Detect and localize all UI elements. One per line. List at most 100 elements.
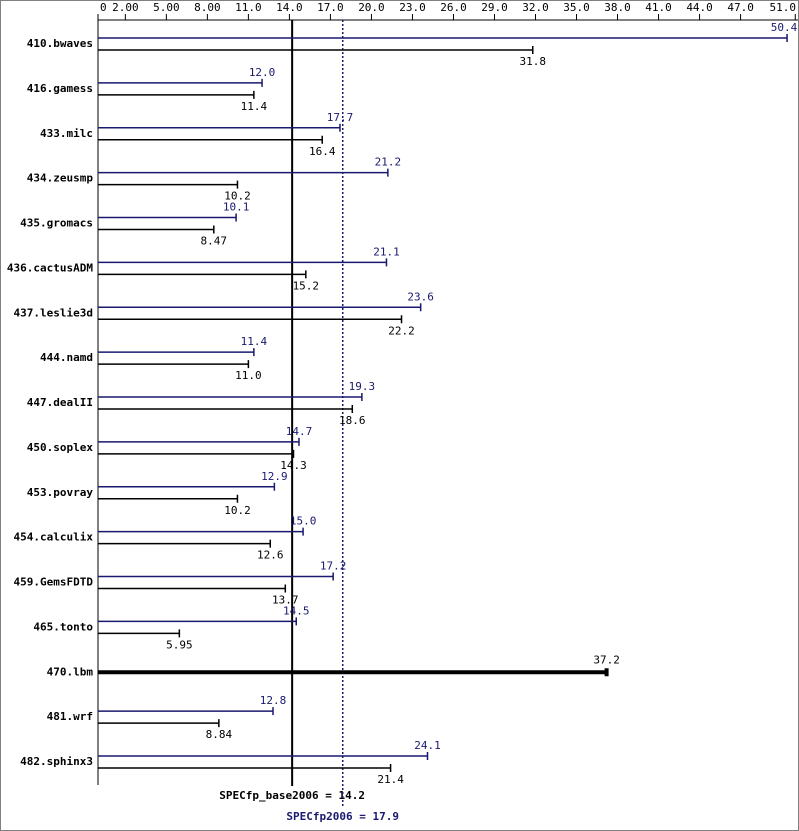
bar bbox=[98, 225, 215, 234]
bar bbox=[98, 405, 354, 413]
bar bbox=[98, 213, 237, 222]
x-tick-label: 8.00 bbox=[194, 1, 221, 14]
bar bbox=[98, 482, 276, 491]
bar bbox=[98, 707, 274, 716]
reference-name: SPECfp2006 = bbox=[286, 810, 366, 823]
value-label: 10.1 bbox=[223, 201, 250, 214]
value-label: 24.1 bbox=[414, 739, 441, 752]
x-tick-label: 47.0 bbox=[727, 1, 754, 14]
bar bbox=[98, 90, 255, 99]
value-label: 16.4 bbox=[309, 145, 336, 158]
x-tick-label: 0 bbox=[100, 1, 107, 14]
value-label: 10.2 bbox=[224, 190, 251, 203]
bar bbox=[98, 617, 297, 626]
x-tick-label: 29.0 bbox=[481, 1, 508, 14]
x-tick-label: 35.0 bbox=[563, 1, 590, 14]
bar bbox=[98, 449, 295, 458]
category-label: 437.leslie3d bbox=[14, 306, 93, 319]
bar bbox=[98, 393, 363, 401]
bar bbox=[98, 764, 392, 772]
category-label: 450.soplex bbox=[27, 441, 94, 454]
value-label: 19.3 bbox=[349, 380, 376, 393]
bar bbox=[98, 348, 255, 357]
value-label: 11.0 bbox=[235, 369, 262, 382]
value-label: 37.2 bbox=[593, 653, 620, 666]
value-label: 17.2 bbox=[320, 560, 347, 573]
x-tick-label: 14.0 bbox=[276, 1, 303, 14]
bar bbox=[98, 437, 300, 446]
x-tick-label: 5.00 bbox=[153, 1, 180, 14]
category-label: 482.sphinx3 bbox=[20, 755, 93, 768]
category-label: 435.gromacs bbox=[20, 217, 93, 230]
value-label: 21.1 bbox=[373, 245, 400, 258]
reference-name: SPECfp_base2006 = bbox=[219, 789, 332, 802]
x-tick-label: 51.0 bbox=[770, 1, 797, 14]
bar bbox=[98, 135, 323, 144]
bar bbox=[98, 258, 388, 267]
bar bbox=[98, 360, 250, 369]
x-tick-label: 17.0 bbox=[317, 1, 344, 14]
value-label: 12.6 bbox=[257, 549, 284, 562]
bar bbox=[98, 719, 220, 728]
bar bbox=[98, 270, 307, 279]
value-label: 10.2 bbox=[224, 504, 251, 517]
value-label: 11.4 bbox=[241, 335, 268, 348]
reference-label: SPECfp_base2006 = 14.2 bbox=[219, 789, 365, 802]
value-label: 14.3 bbox=[280, 459, 307, 472]
reference-value: 14.2 bbox=[339, 789, 366, 802]
category-label: 444.namd bbox=[40, 351, 93, 364]
value-label: 22.2 bbox=[388, 324, 415, 337]
bar bbox=[98, 180, 239, 189]
reference-label: SPECfp2006 = 17.9 bbox=[286, 810, 399, 823]
bar bbox=[98, 46, 534, 54]
bar bbox=[98, 494, 239, 503]
value-label: 14.7 bbox=[286, 425, 313, 438]
bar bbox=[98, 572, 334, 581]
value-label: 13.7 bbox=[272, 594, 299, 607]
category-label: 410.bwaves bbox=[27, 37, 93, 50]
value-label: 5.95 bbox=[166, 638, 193, 651]
category-label: 454.calculix bbox=[14, 531, 94, 544]
value-label: 18.6 bbox=[339, 414, 366, 427]
value-label: 8.47 bbox=[201, 235, 228, 248]
bar bbox=[98, 303, 422, 312]
value-label: 15.0 bbox=[290, 515, 317, 528]
bar bbox=[98, 78, 263, 87]
value-label: 11.4 bbox=[241, 100, 268, 113]
value-label: 12.9 bbox=[261, 470, 288, 483]
value-label: 12.0 bbox=[249, 66, 276, 79]
bar bbox=[98, 34, 788, 42]
bar bbox=[98, 527, 304, 536]
category-label: 465.tonto bbox=[33, 620, 93, 633]
value-label: 50.4 bbox=[771, 21, 798, 34]
value-label: 31.8 bbox=[520, 55, 547, 68]
value-label: 21.4 bbox=[377, 773, 404, 786]
x-tick-label: 26.0 bbox=[440, 1, 467, 14]
bar bbox=[98, 584, 287, 593]
value-label: 21.2 bbox=[375, 156, 402, 169]
x-tick-label: 38.0 bbox=[604, 1, 631, 14]
bar bbox=[98, 168, 389, 177]
bar bbox=[98, 668, 609, 677]
x-tick-label: 44.0 bbox=[686, 1, 713, 14]
category-label: 436.cactusADM bbox=[7, 261, 93, 274]
x-tick-label: 2.00 bbox=[112, 1, 139, 14]
x-tick-label: 11.0 bbox=[235, 1, 262, 14]
value-label: 14.5 bbox=[283, 604, 310, 617]
category-label: 416.gamess bbox=[27, 82, 93, 95]
value-label: 23.6 bbox=[407, 290, 434, 303]
bar bbox=[98, 315, 403, 324]
bar bbox=[98, 123, 341, 132]
category-label: 434.zeusmp bbox=[27, 172, 94, 185]
category-label: 459.GemsFDTD bbox=[14, 576, 94, 589]
category-label: 470.lbm bbox=[47, 665, 94, 678]
category-label: 447.dealII bbox=[27, 396, 93, 409]
reference-value: 17.9 bbox=[373, 810, 400, 823]
value-label: 15.2 bbox=[293, 279, 320, 292]
x-tick-label: 32.0 bbox=[522, 1, 549, 14]
value-label: 8.84 bbox=[206, 728, 233, 741]
x-tick-label: 20.0 bbox=[358, 1, 385, 14]
category-label: 433.milc bbox=[40, 127, 93, 140]
